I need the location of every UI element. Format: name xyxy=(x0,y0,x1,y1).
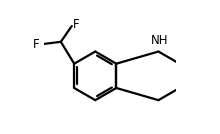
Text: F: F xyxy=(73,18,80,31)
Text: F: F xyxy=(33,38,40,51)
Text: NH: NH xyxy=(150,34,168,47)
